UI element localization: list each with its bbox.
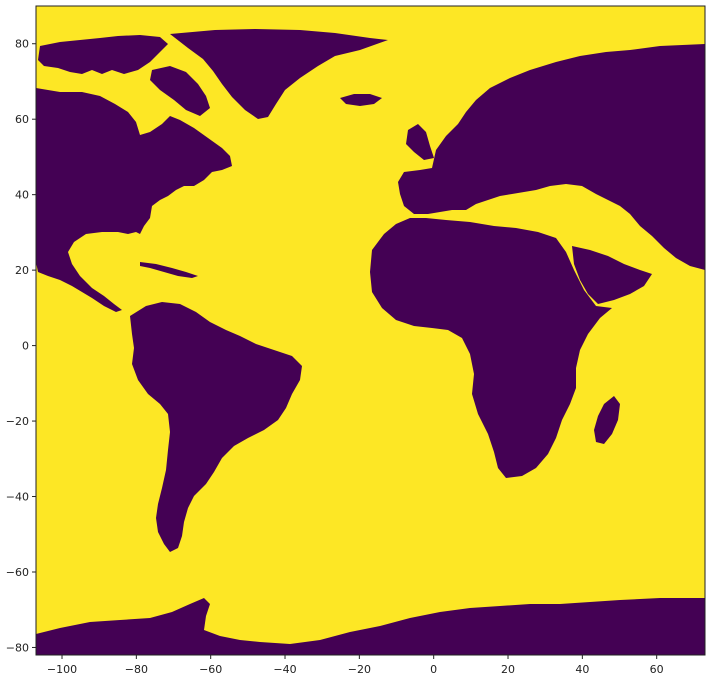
y-tick-label: 0 — [22, 340, 29, 353]
x-tick-label: −80 — [125, 663, 148, 676]
north-america-land — [36, 88, 232, 312]
greenland-land — [170, 29, 388, 119]
y-axis: 80 60 40 20 0 −20 −40 −60 −80 — [6, 38, 36, 654]
x-tick-label: −20 — [348, 663, 371, 676]
x-tick-label: 0 — [430, 663, 437, 676]
y-tick-label: −60 — [6, 566, 29, 579]
antarctica-land — [36, 598, 705, 655]
land-masses — [36, 29, 705, 655]
y-tick-label: −40 — [6, 491, 29, 504]
british-isles-land — [406, 124, 434, 160]
x-tick-label: 60 — [650, 663, 664, 676]
eurasia-land — [398, 44, 705, 270]
x-axis: −100 −80 −60 −40 −20 0 20 40 60 — [47, 655, 664, 676]
caribbean-islands-land — [140, 262, 198, 278]
madagascar-land — [594, 396, 620, 444]
x-tick-label: 40 — [575, 663, 589, 676]
africa-land — [370, 218, 612, 478]
plot-area — [36, 6, 705, 655]
x-tick-label: 20 — [501, 663, 515, 676]
y-tick-label: −80 — [6, 641, 29, 654]
y-tick-label: 40 — [15, 189, 29, 202]
baffin-island-land — [150, 66, 210, 116]
axes-frame — [35, 5, 706, 656]
y-tick-label: −20 — [6, 415, 29, 428]
x-tick-label: −40 — [273, 663, 296, 676]
south-america-land — [130, 302, 302, 552]
arabian-peninsula-land — [572, 246, 652, 304]
y-tick-label: 20 — [15, 264, 29, 277]
x-tick-label: −100 — [47, 663, 77, 676]
x-tick-label: −60 — [199, 663, 222, 676]
y-tick-label: 80 — [15, 38, 29, 51]
iceland-land — [340, 94, 382, 106]
y-tick-label: 60 — [15, 113, 29, 126]
arctic-islands-land — [38, 35, 168, 74]
